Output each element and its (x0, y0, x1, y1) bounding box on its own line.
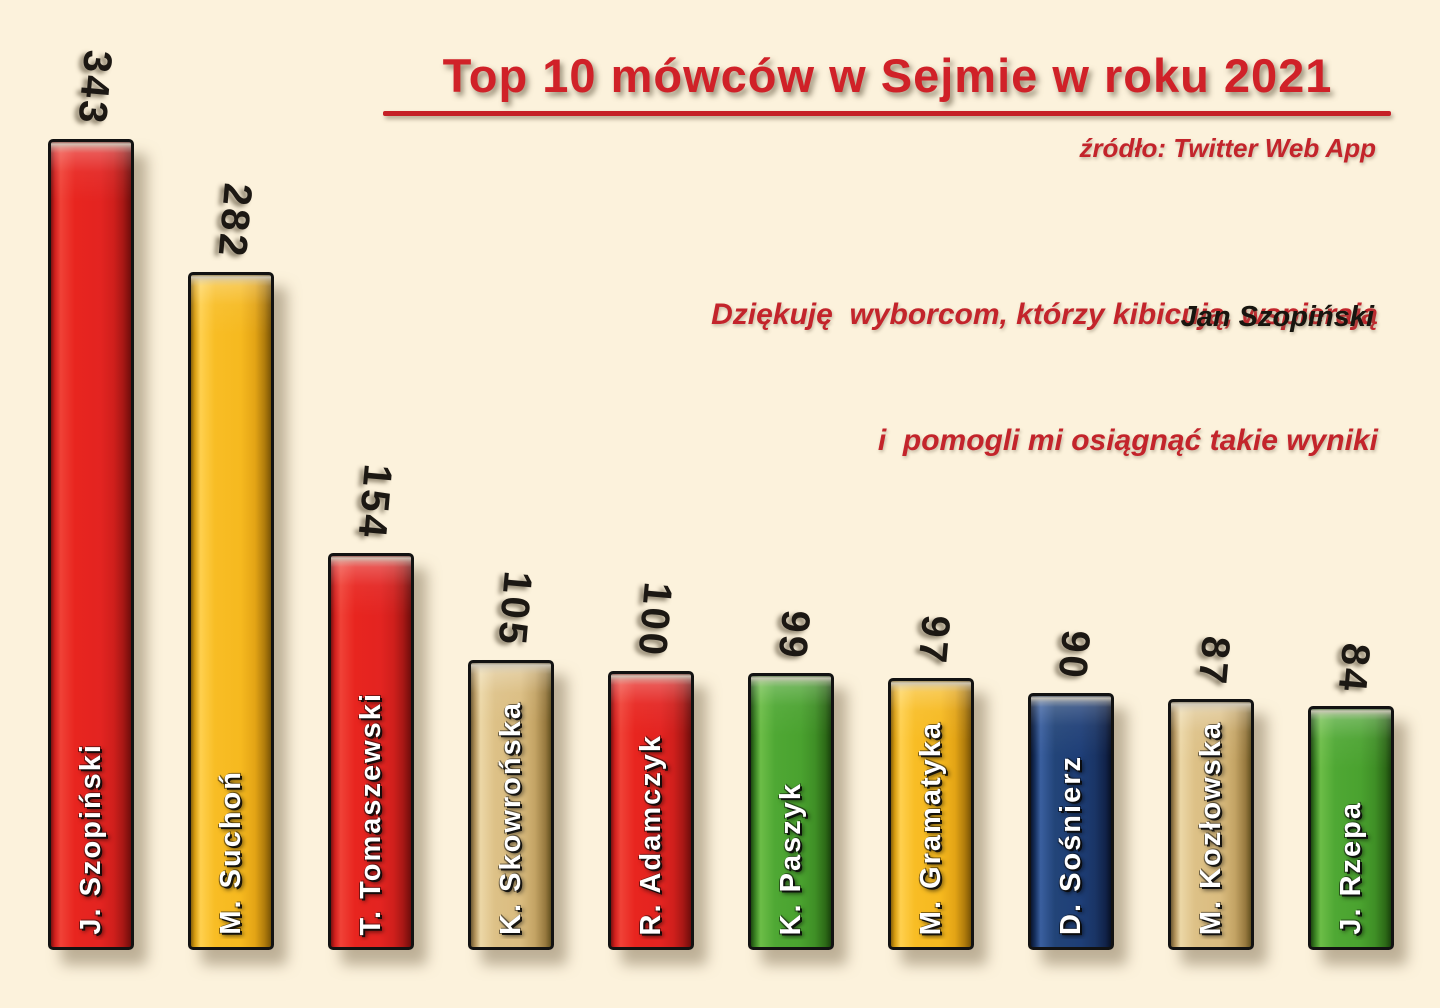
quote-line-1: Dziękuję wyborcom, którzy kibicują, wspi… (711, 298, 1378, 331)
bar-category-label: K. Paszyk (774, 781, 807, 935)
bar-category-label: D. Sośnierz (1054, 755, 1087, 935)
chart-title: Top 10 mówców w Sejmie w roku 2021 (442, 49, 1333, 102)
bar-category-label: J. Rzepa (1334, 801, 1367, 935)
bar-value-label: 343 (68, 48, 120, 128)
bar-column: 105 K. Skowrońska (468, 569, 554, 950)
bar-category-label: J. Szopiński (74, 743, 107, 935)
bar: R. Adamczyk (608, 671, 694, 950)
bar-category-label: M. Gramatyka (914, 720, 947, 935)
bar: M. Kozłowska (1168, 699, 1254, 950)
bar-value-label: 105 (488, 569, 540, 649)
quote-block: Dziękuję wyborcom, którzy kibicują, wspi… (711, 210, 1378, 546)
bar-value-label: 99 (769, 607, 818, 662)
bar-column: 87 M. Kozłowska (1168, 633, 1254, 950)
bar-column: 97 M. Gramatyka (888, 612, 974, 950)
bar-category-label: K. Skowrońska (494, 701, 527, 935)
bar-category-label: T. Tomaszewski (354, 691, 387, 935)
title-underline-rule (383, 111, 1391, 116)
bar-value-label: 84 (1329, 640, 1378, 695)
bar: K. Paszyk (748, 673, 834, 950)
bar: M. Suchoń (188, 272, 274, 950)
bar: T. Tomaszewski (328, 553, 414, 950)
bar-value-label: 282 (208, 181, 260, 261)
bar-column: 90 D. Sośnierz (1028, 627, 1114, 950)
bar-column: 282 M. Suchoń (188, 181, 274, 950)
quote-author: Jan Szopiński (1180, 301, 1374, 333)
bar-category-label: M. Suchoń (214, 770, 247, 935)
source-caption: źródło: Twitter Web App (1079, 133, 1376, 163)
bar-value-label: 100 (628, 580, 680, 660)
bar: J. Szopiński (48, 139, 134, 950)
bar-column: 100 R. Adamczyk (608, 580, 694, 950)
bar-column: 84 J. Rzepa (1308, 640, 1394, 950)
bar-column: 343 J. Szopiński (48, 48, 134, 950)
bar: M. Gramatyka (888, 678, 974, 950)
bar-column: 154 T. Tomaszewski (328, 462, 414, 950)
bar-value-label: 97 (909, 612, 958, 667)
bar-value-label: 154 (348, 462, 400, 542)
quote-line-2: i pomogli mi osiągnąć takie wyniki (877, 424, 1378, 457)
bar: D. Sośnierz (1028, 693, 1114, 950)
bar-value-label: 87 (1189, 633, 1238, 688)
bar: K. Skowrońska (468, 660, 554, 950)
bar-value-label: 90 (1049, 627, 1098, 682)
header: Top 10 mówców w Sejmie w roku 2021 (385, 48, 1390, 103)
bar-category-label: M. Kozłowska (1194, 720, 1227, 935)
bar-category-label: R. Adamczyk (634, 733, 667, 935)
bar-column: 99 K. Paszyk (748, 607, 834, 950)
bar: J. Rzepa (1308, 706, 1394, 950)
